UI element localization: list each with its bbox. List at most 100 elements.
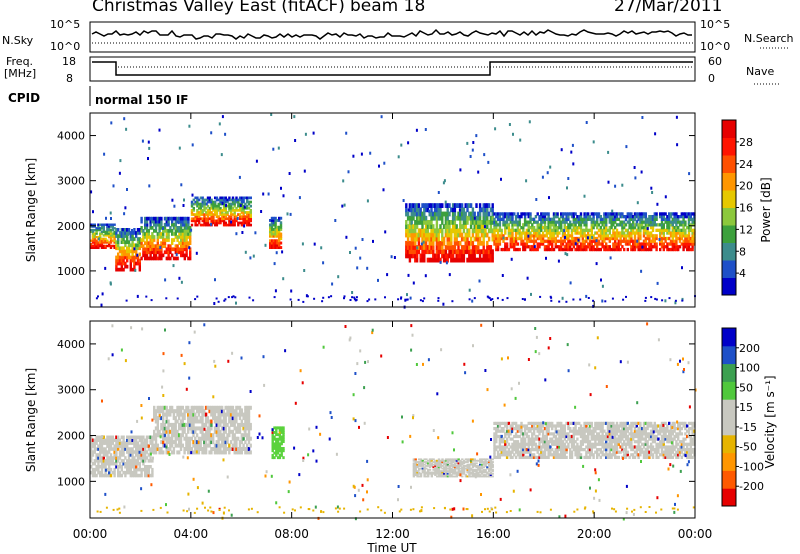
data-cell	[230, 204, 233, 208]
scatter-point	[369, 151, 372, 155]
data-cell	[233, 433, 236, 438]
data-cell	[99, 243, 102, 246]
data-cell	[612, 220, 615, 224]
data-cell	[520, 429, 523, 433]
data-cell	[179, 409, 183, 414]
data-cell	[410, 207, 413, 213]
data-cell	[418, 472, 421, 475]
data-cell	[176, 419, 179, 424]
data-cell	[477, 459, 480, 462]
data-cell	[149, 241, 152, 245]
data-cell	[156, 222, 159, 227]
data-cell	[430, 471, 433, 474]
data-cell	[272, 241, 275, 245]
scatter-point	[188, 124, 191, 128]
data-cell	[212, 447, 215, 451]
data-cell	[651, 228, 655, 232]
data-cell	[149, 256, 152, 261]
data-cell	[140, 216, 143, 221]
data-cell	[144, 226, 147, 230]
data-cell	[500, 448, 503, 452]
data-cell	[529, 442, 532, 446]
scatter-point	[567, 177, 570, 180]
data-cell	[518, 220, 521, 224]
data-cell	[133, 473, 136, 478]
data-cell	[238, 440, 242, 445]
data-cell	[280, 453, 283, 457]
data-cell	[657, 223, 660, 227]
data-cell	[543, 228, 547, 232]
data-cell	[108, 467, 111, 472]
data-cell	[240, 200, 244, 204]
data-cell	[111, 441, 114, 445]
data-cell	[149, 450, 152, 454]
data-cell	[235, 209, 238, 212]
data-cell	[208, 213, 211, 216]
data-cell	[541, 236, 545, 241]
data-cell	[109, 447, 113, 451]
data-cell	[632, 247, 635, 252]
data-cell	[523, 236, 527, 241]
scatter-point	[611, 209, 614, 213]
data-cell	[127, 252, 131, 257]
data-cell	[131, 450, 134, 454]
data-cell	[680, 228, 683, 232]
data-cell	[147, 465, 150, 469]
data-cell	[129, 264, 132, 269]
data-cell	[124, 234, 127, 238]
data-cell	[242, 443, 245, 448]
data-cell	[158, 405, 161, 410]
data-cell	[172, 409, 176, 414]
data-cell	[545, 455, 548, 459]
data-cell	[495, 432, 498, 436]
data-cell	[192, 206, 195, 210]
data-cell	[480, 472, 484, 475]
data-cell	[226, 422, 229, 427]
data-cell	[210, 206, 213, 210]
data-cell	[270, 243, 274, 247]
data-cell	[90, 441, 93, 445]
data-cell	[538, 432, 541, 436]
data-cell	[583, 242, 586, 246]
data-cell	[269, 239, 272, 243]
data-cell	[439, 224, 442, 229]
data-cell	[464, 465, 468, 467]
data-cell	[551, 245, 554, 249]
data-cell	[522, 226, 525, 230]
data-cell	[514, 228, 518, 232]
data-cell	[614, 226, 617, 230]
scatter-point	[178, 146, 181, 150]
scatter-point	[471, 148, 474, 152]
data-cell	[444, 459, 448, 462]
data-cell	[464, 236, 467, 242]
data-cell	[106, 244, 109, 248]
ground-point	[353, 296, 356, 299]
data-cell	[201, 416, 204, 421]
data-cell	[540, 217, 543, 221]
scatter-point	[112, 184, 115, 188]
data-cell	[556, 245, 559, 249]
data-cell	[153, 450, 156, 455]
data-cell	[129, 243, 132, 248]
data-cell	[224, 447, 227, 451]
data-cell	[269, 246, 272, 249]
data-cell	[477, 468, 480, 471]
scatter-point	[334, 219, 337, 222]
data-cell	[426, 220, 430, 225]
scatter-point	[304, 132, 307, 136]
data-cell	[614, 242, 617, 246]
data-cell	[468, 228, 471, 234]
data-cell	[204, 450, 208, 455]
data-cell	[540, 226, 543, 230]
scatter-point	[123, 117, 126, 121]
data-cell	[585, 228, 588, 232]
data-cell	[543, 445, 547, 449]
data-cell	[274, 225, 277, 229]
data-cell	[275, 442, 278, 446]
data-cell	[585, 220, 588, 224]
data-cell	[222, 436, 226, 441]
data-cell	[489, 458, 493, 461]
scatter-point	[118, 171, 121, 175]
data-cell	[518, 453, 521, 457]
data-cell	[435, 220, 439, 225]
